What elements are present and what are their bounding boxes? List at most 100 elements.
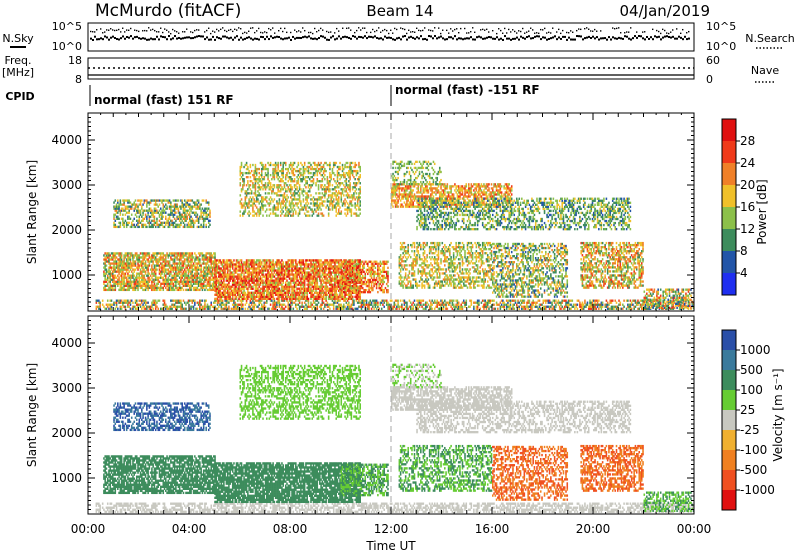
noise-sky-point [524, 38, 526, 40]
noise-sky-point [462, 38, 464, 40]
noise-search-point [464, 28, 465, 29]
noise-search-point [328, 32, 329, 33]
power-cell [125, 306, 127, 308]
power-cell [632, 304, 634, 306]
power-cell [465, 304, 467, 306]
noise-sky-point [588, 36, 590, 38]
power-cell [106, 258, 108, 260]
power-cell [493, 304, 495, 306]
noise-sky-point [224, 36, 226, 38]
power-cell [310, 302, 312, 304]
power-cell [181, 304, 183, 306]
noise-sky-point [274, 36, 276, 38]
noise-search-point [384, 29, 385, 30]
noise-search-point [138, 31, 139, 32]
noise-sky-point [168, 35, 170, 37]
noise-sky-point [356, 38, 358, 40]
noise-sky-point [414, 38, 416, 40]
noise-sky-point [460, 38, 462, 40]
noise-search-point [230, 29, 231, 30]
noise-sky-point [630, 39, 632, 41]
power-cell [204, 308, 206, 310]
noise-search-point [350, 29, 351, 30]
noise-sky-point [144, 38, 146, 40]
power-cell [276, 306, 278, 308]
noise-sky-point [240, 37, 242, 39]
noise-sky-point [378, 38, 380, 40]
power-cell [104, 262, 106, 264]
power-cell [333, 308, 335, 310]
power-cell [127, 300, 129, 302]
noise-sky-point [362, 37, 364, 39]
power-cell [376, 300, 378, 302]
power-cell [111, 300, 113, 302]
power-cell [361, 308, 363, 310]
noise-search-point [178, 33, 179, 34]
power-cell [108, 252, 110, 254]
power-cell [486, 308, 488, 310]
power-cell [513, 304, 515, 306]
power-cell [136, 300, 138, 302]
noise-search-point [308, 32, 309, 33]
power-cell [343, 304, 345, 306]
noise-sky-point [164, 36, 166, 38]
power-cell [570, 308, 572, 310]
noise-sky-point [650, 36, 652, 38]
freq-axis-bottom: 8 [75, 73, 82, 86]
noise-sky-point [486, 37, 488, 39]
noise-search-point [182, 31, 183, 32]
noise-sky-point [98, 38, 100, 40]
power-cell [578, 300, 580, 302]
noise-search-point [346, 28, 347, 29]
noise-search-point [280, 28, 281, 29]
power-cell [443, 306, 445, 308]
power-cell [559, 306, 561, 308]
noise-sky-point [642, 37, 644, 39]
noise-sky-point [522, 37, 524, 39]
noise-sky-point [126, 36, 128, 38]
power-cell [284, 308, 286, 310]
noise-search-point [94, 31, 95, 32]
power-cell [478, 300, 480, 302]
noise-sky-point [634, 35, 636, 37]
noise-search-point [104, 31, 105, 32]
cpid-segment-1: normal (fast) 151 RF [94, 93, 234, 107]
noise-sky-point [366, 37, 368, 39]
power-cell [109, 281, 111, 283]
power-cell [121, 285, 123, 287]
power-cell [103, 271, 105, 273]
power-cell [258, 304, 260, 306]
power-cell [102, 304, 104, 306]
noise-sky-point [114, 37, 116, 39]
noise-sky-point [568, 37, 570, 39]
noise-search-point [580, 29, 581, 30]
noise-search-point [244, 32, 245, 33]
noise-search-point [240, 28, 241, 29]
power-cell [106, 281, 108, 283]
noise-search-point [450, 28, 451, 29]
power-cell [156, 306, 158, 308]
noise-sky-point [208, 39, 210, 41]
power-cell [641, 306, 643, 308]
power-cell [242, 304, 244, 306]
power-panel: 1000200030004000 Slant Range [km] 481216… [25, 113, 769, 311]
noise-search-point [278, 30, 279, 31]
noise-search-point [596, 31, 597, 32]
power-cell [536, 306, 538, 308]
power-cell [543, 302, 545, 304]
noise-search-point [124, 31, 125, 32]
noise-search-point [420, 30, 421, 31]
power-cell [411, 304, 413, 306]
noise-sky-point [180, 38, 182, 40]
power-cell [199, 302, 201, 304]
noise-sky-point [188, 36, 190, 38]
noise-sky-point [142, 37, 144, 39]
noise-search-point [556, 31, 557, 32]
power-cell [299, 308, 301, 310]
noise-sky-point [632, 37, 634, 39]
power-cell [255, 304, 257, 306]
noise-sky-point [352, 35, 354, 37]
power-cell [418, 308, 420, 310]
noise-sky-point [622, 38, 624, 40]
noise-search-point [234, 29, 235, 30]
